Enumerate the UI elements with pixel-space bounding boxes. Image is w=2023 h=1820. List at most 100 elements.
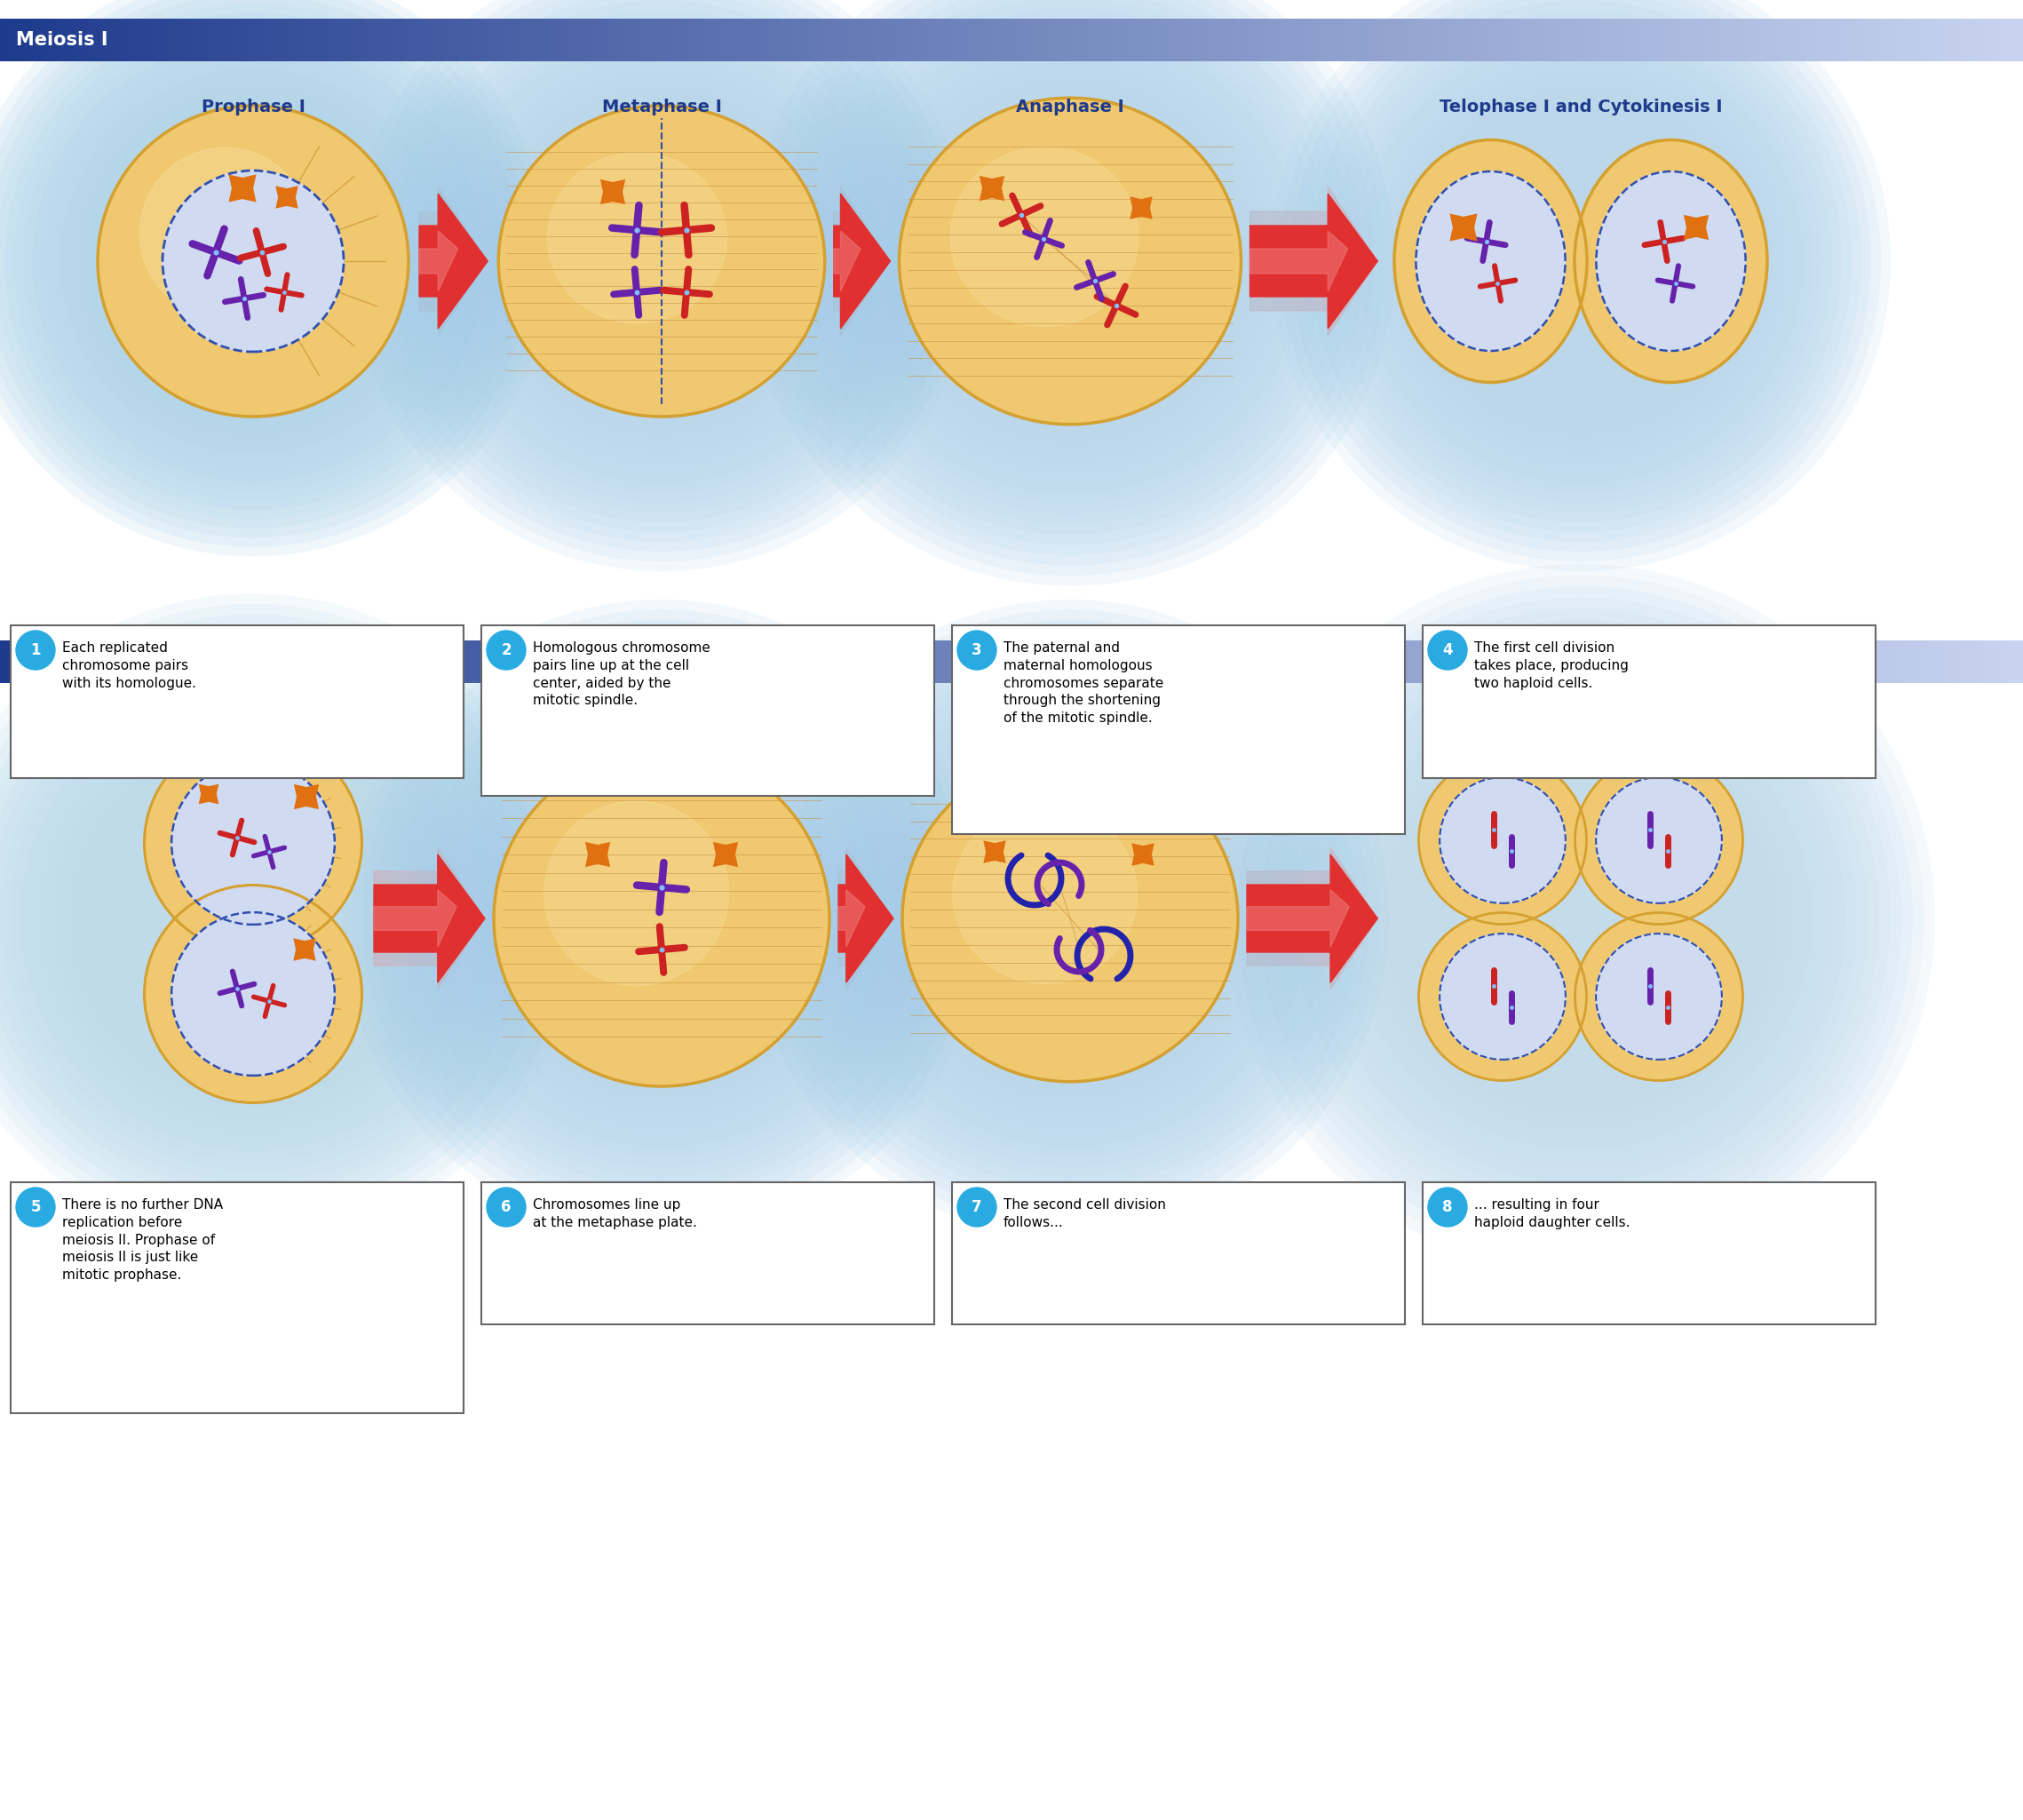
Bar: [1887, 641, 1896, 682]
Bar: [1807, 18, 1815, 62]
Bar: [1847, 641, 1855, 682]
Bar: [1673, 641, 1679, 682]
Circle shape: [392, 650, 931, 1187]
Bar: [1072, 18, 1080, 62]
Bar: [1624, 641, 1633, 682]
Bar: [1430, 18, 1436, 62]
Circle shape: [0, 593, 579, 1243]
Bar: [1815, 18, 1821, 62]
Bar: [1078, 641, 1086, 682]
Polygon shape: [293, 784, 320, 810]
Circle shape: [382, 641, 941, 1198]
Bar: [459, 641, 465, 682]
Ellipse shape: [1596, 171, 1746, 351]
Bar: [627, 18, 635, 62]
Ellipse shape: [1574, 140, 1768, 382]
Bar: [789, 641, 797, 682]
Bar: [783, 641, 789, 682]
Bar: [127, 18, 136, 62]
Bar: [1005, 641, 1012, 682]
Polygon shape: [1450, 213, 1477, 242]
Polygon shape: [374, 890, 457, 946]
Bar: [1436, 18, 1444, 62]
Bar: [1390, 18, 1396, 62]
Circle shape: [439, 40, 884, 482]
Bar: [931, 641, 939, 682]
Bar: [708, 641, 716, 682]
Circle shape: [362, 0, 961, 561]
Circle shape: [0, 655, 516, 1181]
Bar: [26, 641, 34, 682]
Bar: [101, 641, 109, 682]
Bar: [702, 18, 708, 62]
Bar: [560, 18, 566, 62]
Bar: [1766, 18, 1774, 62]
Bar: [2009, 18, 2017, 62]
Circle shape: [32, 40, 473, 482]
Bar: [95, 641, 101, 682]
Circle shape: [4, 13, 502, 510]
Bar: [1058, 641, 1066, 682]
Bar: [904, 641, 910, 682]
Circle shape: [16, 632, 55, 670]
Bar: [1483, 18, 1491, 62]
Text: Homologous chromosome
pairs line up at the cell
center, aided by the
mitotic spi: Homologous chromosome pairs line up at t…: [532, 641, 710, 708]
Bar: [1052, 641, 1060, 682]
Bar: [749, 641, 757, 682]
Bar: [985, 18, 991, 62]
Bar: [1908, 641, 1916, 682]
Bar: [269, 18, 277, 62]
Bar: [405, 18, 413, 62]
Bar: [1188, 641, 1194, 682]
Circle shape: [372, 630, 951, 1207]
Bar: [20, 641, 28, 682]
Bar: [910, 18, 918, 62]
Polygon shape: [1246, 854, 1378, 983]
Bar: [682, 18, 688, 62]
Bar: [1740, 641, 1748, 682]
Bar: [492, 641, 500, 682]
Bar: [1430, 641, 1436, 682]
Circle shape: [1270, 610, 1889, 1229]
Bar: [1639, 641, 1647, 682]
Bar: [506, 641, 514, 682]
Circle shape: [817, 7, 1323, 515]
Text: Telophase II and Cytokinesis II: Telophase II and Cytokinesis II: [1432, 721, 1728, 737]
Bar: [560, 641, 566, 682]
Bar: [6, 18, 14, 62]
Circle shape: [1309, 0, 1851, 531]
Bar: [763, 641, 769, 682]
Bar: [1188, 18, 1194, 62]
Circle shape: [162, 171, 344, 351]
Bar: [243, 641, 251, 682]
Polygon shape: [833, 186, 890, 335]
Polygon shape: [833, 231, 860, 291]
Bar: [1699, 641, 1707, 682]
Bar: [237, 18, 243, 62]
Bar: [81, 641, 89, 682]
Bar: [249, 641, 257, 682]
Circle shape: [390, 0, 933, 531]
Bar: [411, 641, 419, 682]
Bar: [1234, 18, 1242, 62]
Bar: [208, 641, 216, 682]
Bar: [419, 641, 425, 682]
Circle shape: [1305, 642, 1857, 1194]
Bar: [1746, 18, 1754, 62]
Polygon shape: [374, 848, 486, 990]
Bar: [1119, 641, 1127, 682]
Bar: [965, 18, 971, 62]
Ellipse shape: [1416, 171, 1566, 351]
Bar: [95, 18, 101, 62]
Bar: [364, 18, 372, 62]
Bar: [223, 641, 231, 682]
Bar: [1815, 641, 1821, 682]
Bar: [991, 18, 999, 62]
Bar: [216, 18, 223, 62]
Bar: [1564, 18, 1572, 62]
Bar: [1376, 18, 1384, 62]
Bar: [34, 18, 40, 62]
Bar: [40, 641, 49, 682]
Bar: [1078, 18, 1086, 62]
Bar: [344, 641, 352, 682]
